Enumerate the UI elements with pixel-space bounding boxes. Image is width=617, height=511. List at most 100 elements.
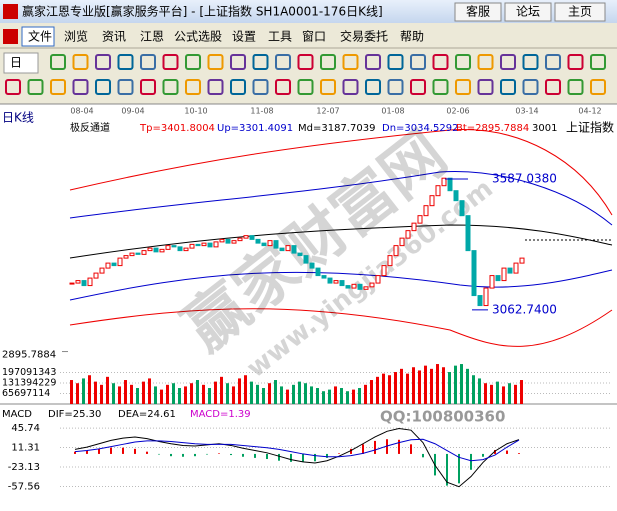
tool-icon[interactable] xyxy=(455,79,471,95)
tool-icon[interactable] xyxy=(95,79,111,95)
button-label[interactable]: 主页 xyxy=(568,5,592,19)
candle xyxy=(363,286,369,290)
macd-bar xyxy=(230,453,232,456)
button[interactable] xyxy=(554,2,606,22)
period-select[interactable] xyxy=(3,52,39,74)
tool-icon[interactable] xyxy=(252,54,269,70)
volume-bar xyxy=(418,370,421,404)
macd-bar xyxy=(518,453,520,454)
menu-item[interactable]: 公式选股 xyxy=(174,30,222,44)
candle xyxy=(243,235,249,239)
tool-icon[interactable] xyxy=(50,79,66,95)
tool-icon[interactable] xyxy=(207,54,224,70)
candle xyxy=(225,238,231,244)
tool-icon[interactable] xyxy=(477,54,494,70)
menu-item[interactable]: 文件 xyxy=(28,29,52,44)
tool-icon[interactable] xyxy=(500,54,516,70)
tool-icon[interactable] xyxy=(162,54,179,70)
tool-icon[interactable] xyxy=(522,54,539,70)
tool-icon[interactable] xyxy=(185,79,201,95)
candle xyxy=(495,275,501,282)
candle xyxy=(447,177,453,192)
candle xyxy=(471,250,477,297)
button-label[interactable]: 客服 xyxy=(466,4,490,19)
tool-icon[interactable] xyxy=(297,79,314,95)
macd-label: DIF=25.30 xyxy=(48,409,101,420)
tool-icon[interactable] xyxy=(5,79,21,95)
tool-icon[interactable] xyxy=(410,79,426,95)
menu-item[interactable]: 资讯 xyxy=(102,30,126,44)
menu-item[interactable]: 浏览 xyxy=(64,29,88,44)
menu-item[interactable]: 窗口 xyxy=(302,30,326,44)
tool-icon[interactable] xyxy=(297,54,314,70)
tool-icon[interactable] xyxy=(230,54,246,70)
tool-icon[interactable] xyxy=(72,54,89,70)
watermark-qq: QQ:100800360 xyxy=(380,408,505,426)
volume-bar xyxy=(388,375,391,404)
tool-icon[interactable] xyxy=(522,79,539,95)
candle xyxy=(435,185,441,197)
tool-icon[interactable] xyxy=(320,79,336,95)
candle xyxy=(219,238,225,243)
volume-bar xyxy=(268,383,271,404)
menu-item[interactable]: 设置 xyxy=(232,30,256,44)
tool-icon[interactable] xyxy=(365,54,381,70)
tool-icon[interactable] xyxy=(500,79,516,95)
menu-item[interactable]: 帮助 xyxy=(400,30,424,44)
volume-bar xyxy=(178,388,181,404)
tool-icon[interactable] xyxy=(162,79,179,95)
tool-icon[interactable] xyxy=(230,79,246,95)
tool-icon[interactable] xyxy=(72,79,89,95)
macd-bar xyxy=(326,453,328,458)
tool-icon[interactable] xyxy=(117,79,134,95)
tool-icon[interactable] xyxy=(342,79,359,95)
menu-item[interactable]: 江恩 xyxy=(140,30,164,44)
menu-item[interactable]: 工具 xyxy=(268,30,292,44)
candle xyxy=(81,280,87,287)
volume-bar xyxy=(424,365,427,404)
tool-icon[interactable] xyxy=(27,79,44,95)
button-label[interactable]: 论坛 xyxy=(516,5,540,19)
tool-icon[interactable] xyxy=(590,54,606,70)
volume-bar xyxy=(274,380,277,404)
tool-icon[interactable] xyxy=(410,54,426,70)
volume-bar xyxy=(460,364,463,404)
tool-icon[interactable] xyxy=(545,54,561,70)
tool-icon[interactable] xyxy=(455,54,471,70)
tool-icon[interactable] xyxy=(117,54,134,70)
tool-icon[interactable] xyxy=(95,54,111,70)
period[interactable]: 日 xyxy=(10,56,22,70)
tool-icon[interactable] xyxy=(50,54,66,70)
tool-icon[interactable] xyxy=(545,79,561,95)
tool-icon[interactable] xyxy=(185,54,201,70)
tool-icon[interactable] xyxy=(567,79,584,95)
volume-bar xyxy=(256,384,259,404)
tool-icon[interactable] xyxy=(590,79,606,95)
tool-icon[interactable] xyxy=(252,79,269,95)
tool-icon[interactable] xyxy=(387,54,404,70)
tool-icon[interactable] xyxy=(432,54,449,70)
top-buttons: 客服 论坛 主页 xyxy=(454,2,606,22)
volume-bar xyxy=(478,378,481,404)
tool-icon[interactable] xyxy=(432,79,449,95)
candle xyxy=(423,205,429,217)
tool-icon[interactable] xyxy=(477,79,494,95)
menu-item[interactable]: 交易委托 xyxy=(340,29,388,44)
tool-icon[interactable] xyxy=(207,79,224,95)
macd-bar xyxy=(422,453,424,458)
y-tick-label: 2895.7884 xyxy=(2,350,56,361)
tool-icon[interactable] xyxy=(275,54,291,70)
tool-icon[interactable] xyxy=(342,54,359,70)
tool-icon[interactable] xyxy=(320,54,336,70)
volume-bar xyxy=(394,372,397,404)
tool-icon[interactable] xyxy=(365,79,381,95)
button[interactable] xyxy=(504,2,552,22)
tool-icon[interactable] xyxy=(140,54,156,70)
tool-icon[interactable] xyxy=(387,79,404,95)
candle xyxy=(249,235,255,240)
button[interactable] xyxy=(454,2,502,22)
candle xyxy=(441,177,447,187)
tool-icon[interactable] xyxy=(567,54,584,70)
tool-icon[interactable] xyxy=(275,79,291,95)
tool-icon[interactable] xyxy=(140,79,156,95)
